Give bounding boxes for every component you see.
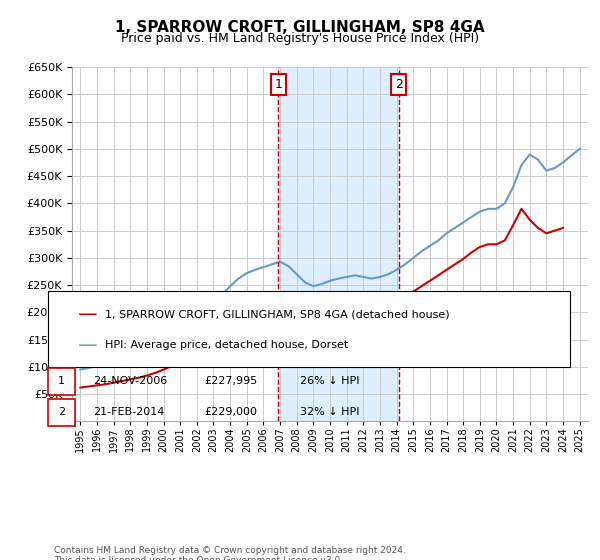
Text: 24-NOV-2006: 24-NOV-2006 <box>93 376 167 386</box>
Text: 1, SPARROW CROFT, GILLINGHAM, SP8 4GA: 1, SPARROW CROFT, GILLINGHAM, SP8 4GA <box>115 20 485 35</box>
Text: 1: 1 <box>274 78 283 91</box>
Bar <box>278 67 399 421</box>
Text: 32% ↓ HPI: 32% ↓ HPI <box>300 407 359 417</box>
Text: —: — <box>78 305 98 324</box>
Text: 26% ↓ HPI: 26% ↓ HPI <box>300 376 359 386</box>
Text: 2: 2 <box>58 407 65 417</box>
Text: £229,000: £229,000 <box>204 407 257 417</box>
Text: £227,995: £227,995 <box>204 376 257 386</box>
Text: 1, SPARROW CROFT, GILLINGHAM, SP8 4GA (detached house): 1, SPARROW CROFT, GILLINGHAM, SP8 4GA (d… <box>105 310 449 320</box>
Text: —: — <box>78 335 98 354</box>
Text: 21-FEB-2014: 21-FEB-2014 <box>93 407 164 417</box>
Text: HPI: Average price, detached house, Dorset: HPI: Average price, detached house, Dors… <box>105 340 348 350</box>
Text: Price paid vs. HM Land Registry's House Price Index (HPI): Price paid vs. HM Land Registry's House … <box>121 32 479 45</box>
Text: Contains HM Land Registry data © Crown copyright and database right 2024.
This d: Contains HM Land Registry data © Crown c… <box>54 546 406 560</box>
Text: 2: 2 <box>395 78 403 91</box>
Text: 1: 1 <box>58 376 65 386</box>
